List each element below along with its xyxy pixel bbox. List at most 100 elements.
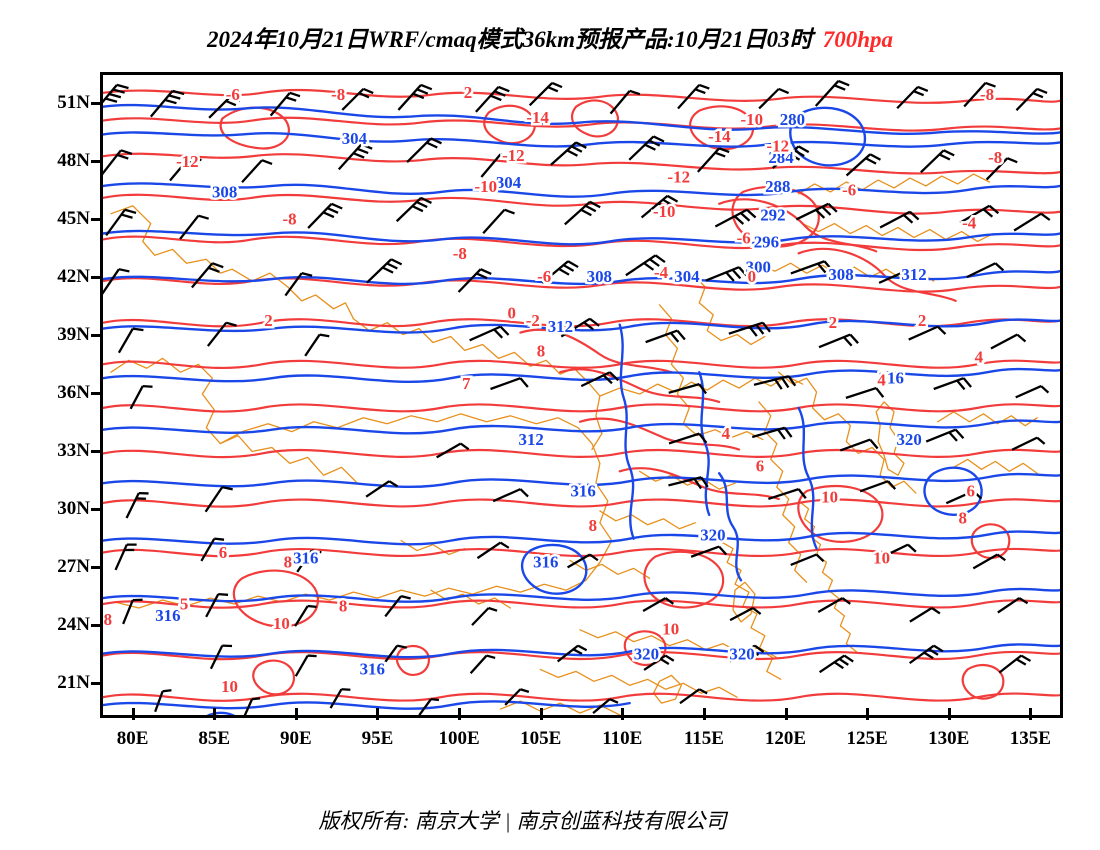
longitude-tick-label: 120E <box>764 728 807 749</box>
longitude-tick-label: 110E <box>602 728 643 749</box>
longitude-tick-label: 130E <box>928 728 970 749</box>
longitude-tick-label: 100E <box>438 728 480 749</box>
height-contour-label-halo: 304 <box>674 267 700 286</box>
longitude-tick-mark <box>947 708 951 720</box>
temperature-contour-label: 10 <box>273 614 290 633</box>
temperature-contour-label: -14 <box>526 108 549 127</box>
longitude-tick-mark <box>784 708 788 720</box>
height-contour-label-halo: 320 <box>729 644 754 663</box>
latitude-tick-mark <box>91 566 103 570</box>
temperature-contour-label: -12 <box>668 167 691 186</box>
temperature-contour-label-halo: 7 <box>462 374 471 393</box>
temperature-contour-label: -8 <box>988 148 1002 167</box>
temperature-contour-label-halo: 6 <box>756 457 764 476</box>
temperature-contour-label: -6 <box>226 85 240 104</box>
title-level-text: 700hpa <box>822 27 893 52</box>
temperature-contour-label-halo: -14 <box>526 108 549 127</box>
height-contour-label: 296 <box>754 232 779 251</box>
height-contour-label-halo: 308 <box>828 265 853 284</box>
longitude-tick-label: 80E <box>116 728 149 749</box>
temperature-contour-label-halo: -10 <box>653 202 676 221</box>
latitude-tick-label: 48N <box>57 149 90 171</box>
height-contour-label-halo: 312 <box>519 430 544 449</box>
height-contour-label: 312 <box>519 430 544 449</box>
temperature-contour-label: -14 <box>708 127 731 146</box>
temperature-contour-label: -8 <box>980 85 994 104</box>
temperature-contour-label: 4 <box>722 424 731 443</box>
temperature-contour-label: 10 <box>821 487 838 506</box>
height-contour-label-halo: 320 <box>896 430 921 449</box>
copyright-footer: 版权所有: 南京大学 | 南京创蓝科技有限公司 <box>0 805 1100 835</box>
latitude-tick-label: 45N <box>57 207 90 229</box>
height-contour-label: 304 <box>496 173 522 192</box>
height-contour-label: 304 <box>342 129 368 148</box>
temperature-contour-label-halo: -6 <box>226 85 240 104</box>
latitude-tick-label: 27N <box>57 556 90 578</box>
temperature-contour-label: 8 <box>589 516 597 535</box>
height-contour-label: 308 <box>587 267 612 286</box>
temperature-contour-label-halo: 10 <box>273 614 290 633</box>
height-contour-label: 292 <box>760 206 785 225</box>
temperature-contour-label-halo: 8 <box>104 610 112 629</box>
temperature-contour-label-halo: 2 <box>264 311 272 330</box>
temperature-contour-label-halo: -12 <box>668 167 691 186</box>
height-contour-label-halo: 312 <box>548 317 573 336</box>
temperature-contour-label-halo: -2 <box>526 311 540 330</box>
longitude-tick-label: 90E <box>280 728 312 749</box>
temperature-contour-label-halo: 8 <box>958 508 966 527</box>
height-contour-label-halo: 320 <box>634 644 659 663</box>
temperature-contour-label-halo: 8 <box>284 552 292 571</box>
temperature-contour-label: -8 <box>282 209 296 228</box>
temperature-contour-label-halo: 10 <box>821 487 838 506</box>
longitude-tick-label: 85E <box>198 728 231 749</box>
latitude-tick-label: 51N <box>57 91 90 113</box>
height-contour-label: 316 <box>879 369 904 388</box>
longitude-tick-mark <box>702 708 706 720</box>
height-contour-label: 316 <box>533 552 558 571</box>
height-contour-label: 316 <box>155 606 180 625</box>
map-canvas: 3043043083083043042802802842842882882922… <box>103 79 1060 715</box>
height-contour-label-halo: 304 <box>342 129 368 148</box>
height-contour-label: 316 <box>570 482 595 501</box>
temperature-contour-label-halo: -4 <box>962 213 977 232</box>
temperature-contour-layer <box>103 88 1060 702</box>
temperature-contour-label: -8 <box>331 85 345 104</box>
height-contour-label: 320 <box>896 430 921 449</box>
height-contour-label-halo: 300 <box>746 257 771 276</box>
temperature-contour-label: 4 <box>975 347 984 366</box>
temperature-contour-label-halo: 0 <box>748 267 756 286</box>
latitude-tick-mark <box>91 624 103 628</box>
copyright-company: 南京创蓝科技有限公司 <box>516 809 727 833</box>
temperature-contour-label: -6 <box>737 229 751 248</box>
temperature-contour-label-halo: 4 <box>722 424 731 443</box>
height-contour-layer <box>103 103 1060 715</box>
longitude-tick-label: 125E <box>846 728 888 749</box>
temperature-contour-label-halo: -8 <box>282 209 296 228</box>
latitude-tick-label: 39N <box>57 324 90 346</box>
height-contour-label-halo: 284 <box>768 148 794 167</box>
height-contour-label: 284 <box>768 148 794 167</box>
temperature-contour-label: 8 <box>339 597 347 616</box>
height-contour-label-halo: 316 <box>360 660 385 679</box>
latitude-tick-mark <box>91 276 103 280</box>
temperature-contour-label: -10 <box>475 177 498 196</box>
latitude-tick-mark <box>91 508 103 512</box>
wind-barb-layer <box>103 79 1051 715</box>
longitude-tick-mark <box>376 708 380 720</box>
temperature-contour-label: 10 <box>662 620 679 639</box>
longitude-tick-mark <box>539 708 543 720</box>
temperature-contour-label-halo: 8 <box>589 516 597 535</box>
longitude-tick-mark <box>621 708 625 720</box>
longitude-tick-label: 135E <box>1009 728 1051 749</box>
temperature-contour-label-halo: -4 <box>654 263 669 282</box>
temperature-contour-label: 8 <box>104 610 112 629</box>
height-contour-label-halo: 316 <box>533 552 558 571</box>
latitude-tick-label: 24N <box>57 614 90 636</box>
latitude-tick-mark <box>91 159 103 163</box>
temperature-contour-label-halo: 6 <box>219 543 227 562</box>
height-contour-label: 316 <box>360 660 385 679</box>
temperature-contour-label: 2 <box>829 313 837 332</box>
height-contour-label: 320 <box>634 644 659 663</box>
temperature-contour-label: 8 <box>284 552 292 571</box>
longitude-tick-mark <box>294 708 298 720</box>
